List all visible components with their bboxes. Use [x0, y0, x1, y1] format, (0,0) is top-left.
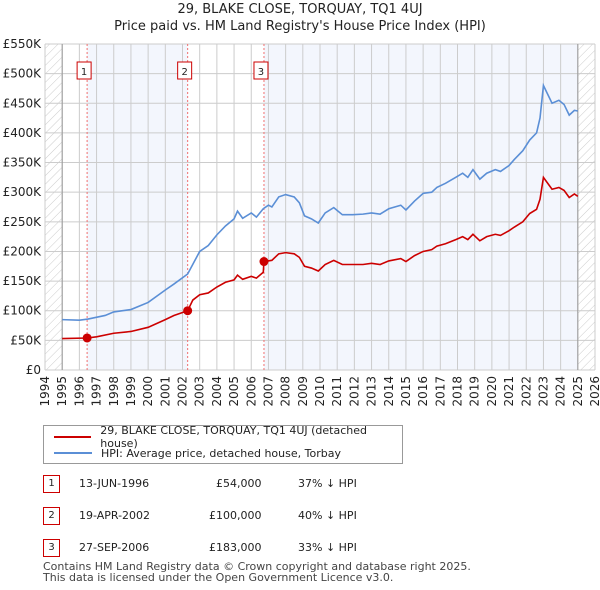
chart-subtitle: Price paid vs. HM Land Registry's House … — [114, 19, 486, 34]
sale-label-box — [177, 61, 193, 80]
x-tick-label: 2004 — [210, 376, 224, 407]
x-tick-label: 2003 — [193, 376, 207, 407]
y-tick-label: £300K — [3, 185, 43, 199]
sale-date: 27-SEP-2006 — [79, 541, 150, 554]
sale-label-box — [76, 61, 92, 80]
x-tick-label: 2019 — [468, 376, 482, 407]
y-tick-label: £50K — [10, 333, 42, 347]
sale-marker-badge: 1 — [43, 475, 60, 493]
sale-label-box — [253, 61, 269, 80]
sale-row: 2 19-APR-2002 £100,000 40% ↓ HPI — [43, 507, 600, 525]
sale-price: £54,000 — [216, 477, 262, 490]
x-tick-label: 1995 — [55, 376, 69, 407]
sale-row: 3 27-SEP-2006 £183,000 33% ↓ HPI — [43, 539, 600, 557]
x-tick-label: 2022 — [519, 376, 533, 407]
legend-item-property: 29, BLAKE CLOSE, TORQUAY, TQ1 4UJ (detac… — [54, 424, 402, 450]
property-price-line — [62, 175, 579, 340]
x-tick-label: 2011 — [330, 376, 344, 407]
legend-item-hpi: HPI: Average price, detached house, Torb… — [54, 445, 341, 461]
x-tick-label: 2017 — [433, 376, 447, 407]
sale-date: 13-JUN-1996 — [79, 477, 150, 490]
price-chart: 1994 1995 1996 1997 1998 1999 2000 2001 2002 2003… — [3, 37, 600, 407]
x-tick-label: 2002 — [176, 376, 190, 407]
sale-price: £183,000 — [209, 541, 262, 554]
y-tick-label: £400K — [3, 126, 43, 140]
x-tick-label: 2006 — [244, 376, 258, 407]
x-tick-label: 1994 — [38, 376, 52, 407]
x-tick-label: 2026 — [588, 376, 600, 407]
x-tick-label: 2018 — [451, 376, 465, 407]
x-tick-label: 2013 — [365, 376, 379, 407]
x-tick-label: 2000 — [141, 376, 155, 407]
x-tick-label: 1998 — [107, 376, 121, 407]
x-tick-label: 2005 — [227, 376, 241, 407]
x-tick-label: 2021 — [502, 376, 516, 407]
legend-label: HPI: Average price, detached house, Torb… — [101, 446, 341, 460]
y-tick-label: £550K — [3, 37, 43, 51]
shaded-band — [87, 44, 188, 370]
y-tick-label: £150K — [3, 274, 43, 288]
x-tick-label: 2007 — [261, 376, 275, 407]
sale-date: 19-APR-2002 — [79, 509, 151, 522]
x-tick-label: 1996 — [72, 376, 86, 407]
legend: 29, BLAKE CLOSE, TORQUAY, TQ1 4UJ (detac… — [43, 424, 403, 464]
chart-title: 29, BLAKE CLOSE, TORQUAY, TQ1 4UJ — [177, 2, 423, 17]
sale-marker-badge: 3 — [43, 539, 60, 557]
x-tick-label: 2020 — [485, 376, 499, 407]
y-tick-label: £350K — [3, 156, 43, 170]
x-tick-label: 2008 — [279, 376, 293, 407]
sale-row: 1 13-JUN-1996 £54,000 37% ↓ HPI — [43, 475, 600, 493]
footer-licence: This data is licensed under the Open Gov… — [43, 571, 394, 584]
hatched-region — [45, 44, 63, 370]
sale-hpi-diff: 33% ↓ HPI — [298, 541, 357, 554]
sale-hpi-diff: 40% ↓ HPI — [298, 509, 357, 522]
sale-label: 3 — [258, 67, 264, 78]
x-tick-label: 1999 — [124, 376, 138, 407]
shaded-band — [263, 44, 578, 370]
legend-label: 29, BLAKE CLOSE, TORQUAY, TQ1 4UJ (detac… — [100, 424, 368, 450]
x-tick-label: 2012 — [347, 376, 361, 407]
y-tick-label: £500K — [3, 67, 43, 81]
y-tick-label: £0 — [26, 363, 41, 377]
x-tick-label: 2001 — [158, 376, 172, 407]
sale-marker-badge: 2 — [43, 507, 60, 525]
hatched-region — [577, 44, 595, 370]
x-tick-label: 2016 — [416, 376, 430, 407]
x-tick-label: 2009 — [296, 376, 310, 407]
x-tick-label: 1997 — [90, 376, 104, 407]
y-tick-label: £100K — [3, 304, 43, 318]
y-tick-label: £450K — [3, 96, 43, 110]
x-tick-label: 2010 — [313, 376, 327, 407]
footer-copyright: Contains HM Land Registry data © Crown c… — [43, 560, 471, 573]
sale-label: 2 — [181, 67, 187, 78]
x-tick-label: 2015 — [399, 376, 413, 407]
x-tick-label: 2025 — [571, 376, 585, 407]
sale-label: 1 — [81, 67, 87, 78]
sale-point — [183, 306, 193, 316]
hpi-line — [62, 82, 578, 322]
sale-point — [82, 333, 92, 343]
x-tick-label: 2014 — [382, 376, 396, 407]
y-tick-label: £250K — [3, 215, 43, 229]
sale-hpi-diff: 37% ↓ HPI — [298, 477, 357, 490]
sale-price: £100,000 — [209, 509, 262, 522]
x-tick-label: 2023 — [536, 376, 550, 407]
sale-point — [259, 257, 269, 267]
x-tick-label: 2024 — [554, 376, 568, 407]
y-tick-label: £200K — [3, 244, 43, 258]
